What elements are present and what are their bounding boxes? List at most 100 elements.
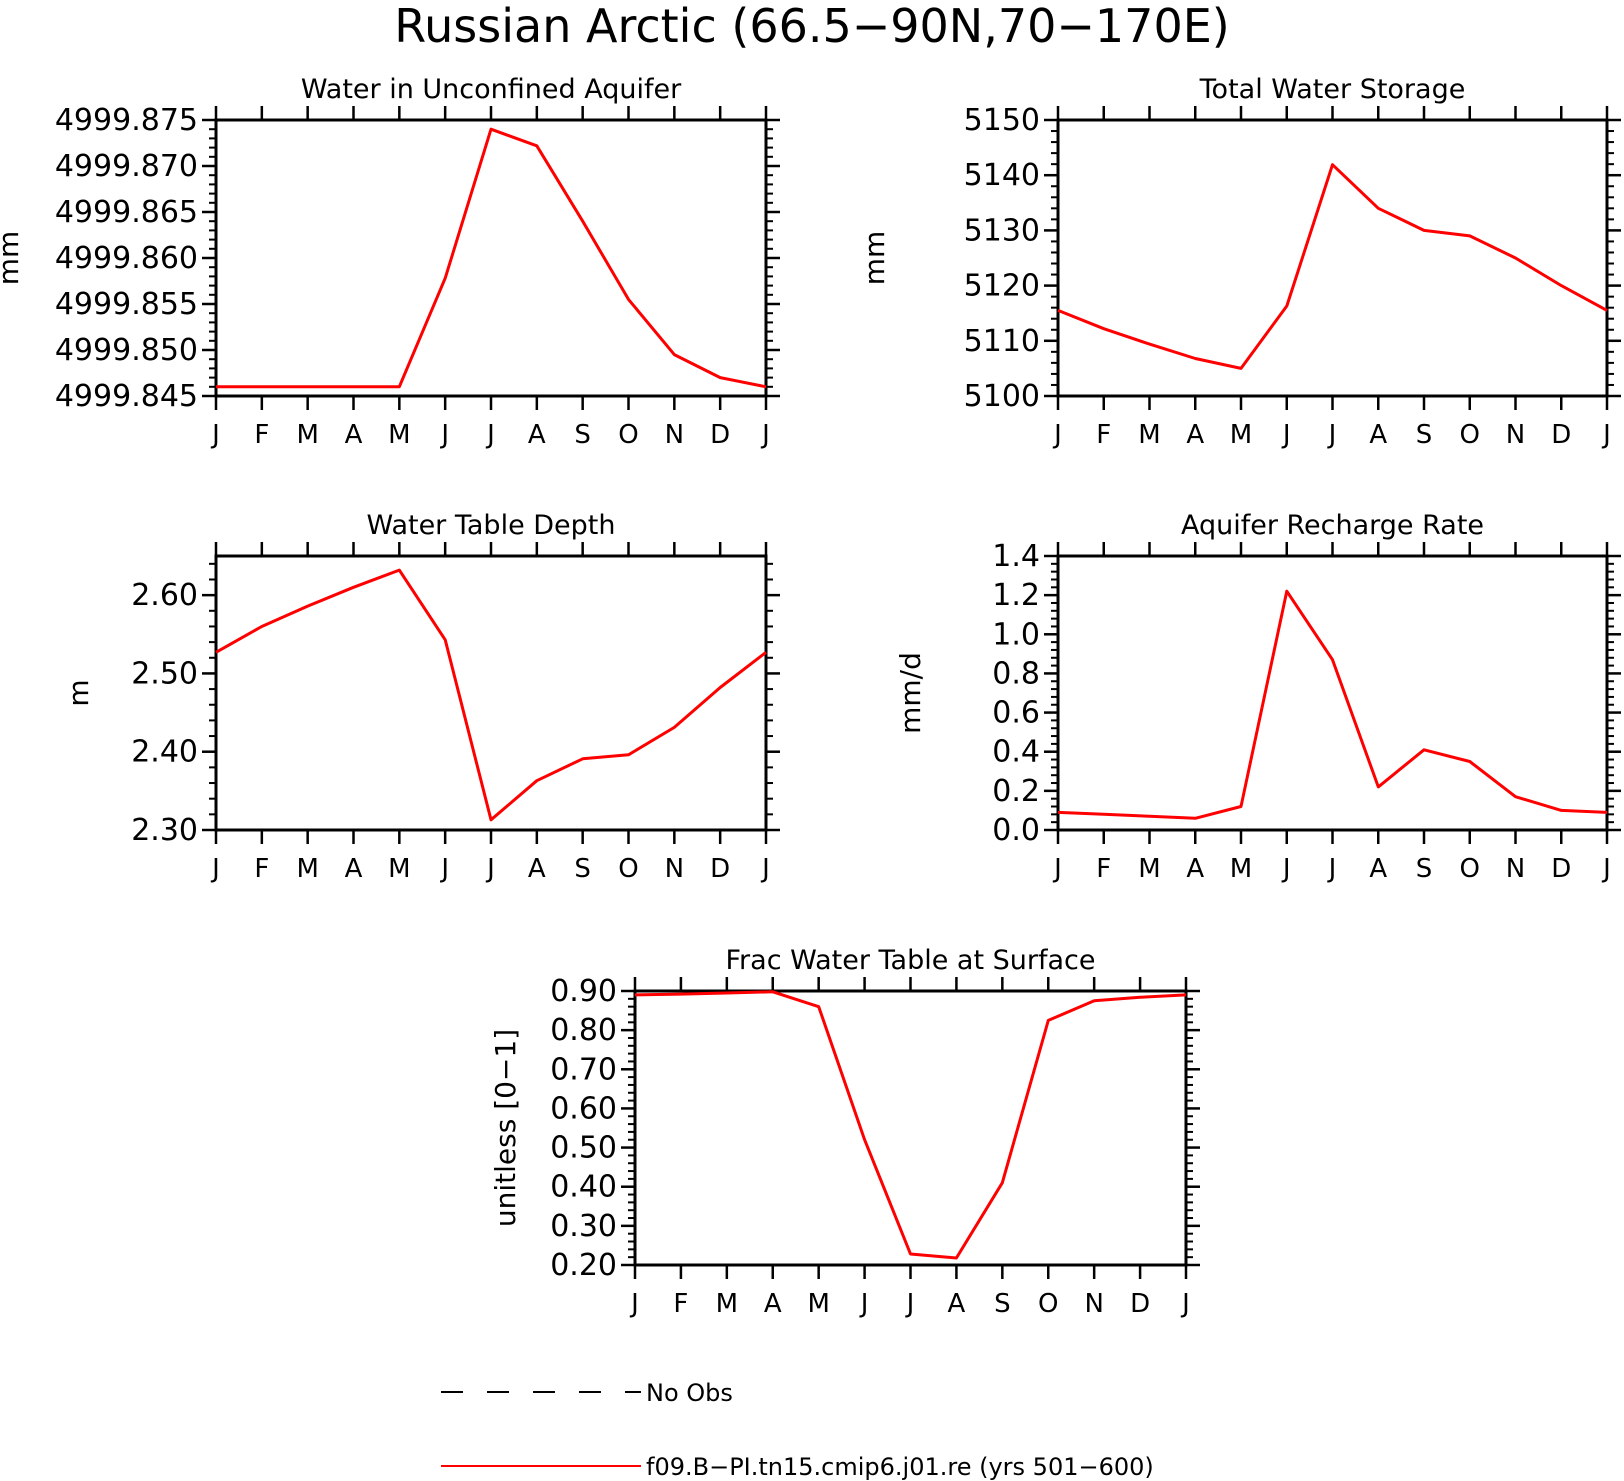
x-tick-label: J xyxy=(905,1289,915,1319)
y-tick-label: 0.80 xyxy=(550,1013,617,1048)
data-series-line xyxy=(1057,163,1608,370)
y-tick-label: 4999.855 xyxy=(55,287,198,322)
y-tick-label: 5140 xyxy=(964,158,1040,193)
y-tick-label: 5120 xyxy=(964,269,1040,304)
x-tick-label: J xyxy=(760,854,770,884)
x-tick-label: D xyxy=(1551,420,1571,450)
data-series-line xyxy=(634,990,1187,1260)
x-tick-label: O xyxy=(1460,420,1480,450)
y-tick-label: 0.70 xyxy=(550,1052,617,1087)
data-series-line xyxy=(1057,589,1608,820)
x-tick-label: J xyxy=(485,420,495,450)
x-tick-label: F xyxy=(1096,854,1111,884)
x-tick-label: A xyxy=(948,1289,966,1319)
x-tick-label: D xyxy=(710,854,730,884)
figure-title: Russian Arctic (66.5−90N,70−170E) xyxy=(394,0,1229,53)
x-tick-label: D xyxy=(1551,854,1571,884)
x-tick-label: J xyxy=(1327,854,1337,884)
x-tick-label: D xyxy=(1130,1289,1150,1319)
x-tick-label: O xyxy=(618,420,638,450)
y-tick-label: 0.60 xyxy=(550,1091,617,1126)
x-tick-label: J xyxy=(760,420,770,450)
y-tick-label: 4999.860 xyxy=(55,241,198,276)
data-series-line xyxy=(216,127,767,389)
x-tick-label: N xyxy=(665,420,684,450)
y-axis-label: mm/d xyxy=(894,652,927,734)
x-tick-label: J xyxy=(1281,854,1291,884)
x-tick-label: F xyxy=(1096,420,1111,450)
y-tick-label: 0.20 xyxy=(550,1248,617,1283)
x-tick-label: F xyxy=(673,1289,688,1319)
x-tick-label: A xyxy=(345,420,363,450)
y-axis-label: mm xyxy=(858,231,891,286)
y-tick-label: 0.8 xyxy=(992,656,1040,691)
panel-title: Aquifer Recharge Rate xyxy=(1181,510,1484,541)
x-tick-label: J xyxy=(1180,1289,1190,1319)
y-tick-label: 0.2 xyxy=(992,774,1040,809)
x-tick-label: N xyxy=(1506,420,1525,450)
y-tick-label: 2.30 xyxy=(131,813,198,848)
y-axis-label: unitless [0−1] xyxy=(489,1029,522,1227)
x-tick-label: J xyxy=(1601,854,1611,884)
x-tick-label: J xyxy=(1281,420,1291,450)
y-tick-label: 0.40 xyxy=(550,1170,617,1205)
x-tick-label: S xyxy=(574,854,591,884)
x-tick-label: M xyxy=(388,854,410,884)
x-tick-label: M xyxy=(296,854,318,884)
x-tick-label: S xyxy=(1416,854,1433,884)
x-tick-label: M xyxy=(296,420,318,450)
plot-frame xyxy=(214,554,768,832)
x-tick-label: N xyxy=(665,854,684,884)
plot-frame xyxy=(1056,118,1609,398)
x-tick-label: A xyxy=(345,854,363,884)
legend-label-no-obs: No Obs xyxy=(646,1379,733,1407)
y-tick-label: 1.4 xyxy=(992,539,1040,574)
y-tick-label: 2.60 xyxy=(131,578,198,613)
x-tick-label: O xyxy=(618,854,638,884)
x-tick-label: A xyxy=(1369,854,1387,884)
y-tick-label: 1.0 xyxy=(992,617,1040,652)
y-axis-label: m xyxy=(62,679,95,706)
panel-title: Total Water Storage xyxy=(1199,74,1466,105)
x-tick-label: F xyxy=(254,420,269,450)
x-tick-label: M xyxy=(716,1289,738,1319)
y-tick-label: 1.2 xyxy=(992,578,1040,613)
x-tick-label: J xyxy=(629,1289,639,1319)
y-tick-label: 4999.875 xyxy=(55,103,198,138)
y-tick-label: 0.6 xyxy=(992,696,1040,731)
y-tick-label: 0.90 xyxy=(550,974,617,1009)
y-tick-label: 4999.850 xyxy=(55,333,198,368)
x-tick-label: A xyxy=(1186,854,1204,884)
x-tick-label: J xyxy=(1327,420,1337,450)
y-tick-label: 5110 xyxy=(964,324,1040,359)
x-tick-label: M xyxy=(807,1289,829,1319)
x-tick-label: M xyxy=(1138,854,1160,884)
y-axis-label: mm xyxy=(0,231,25,286)
y-tick-label: 2.40 xyxy=(131,735,198,770)
x-tick-label: M xyxy=(1230,420,1252,450)
x-tick-label: M xyxy=(1138,420,1160,450)
legend-label-model-run: f09.B−PI.tn15.cmip6.j01.re (yrs 501−600) xyxy=(646,1453,1154,1481)
y-tick-label: 5130 xyxy=(964,213,1040,248)
x-tick-label: N xyxy=(1506,854,1525,884)
x-tick-label: O xyxy=(1038,1289,1058,1319)
y-tick-label: 4999.865 xyxy=(55,195,198,230)
panel-title: Water Table Depth xyxy=(366,510,615,541)
x-tick-label: N xyxy=(1084,1289,1103,1319)
y-tick-label: 0.50 xyxy=(550,1131,617,1166)
x-tick-label: O xyxy=(1460,854,1480,884)
x-tick-label: J xyxy=(485,854,495,884)
x-tick-label: J xyxy=(210,854,220,884)
x-tick-label: S xyxy=(994,1289,1011,1319)
x-tick-label: S xyxy=(1416,420,1433,450)
x-tick-label: F xyxy=(254,854,269,884)
plot-frame xyxy=(1056,554,1609,832)
x-tick-label: A xyxy=(528,420,546,450)
x-tick-label: A xyxy=(764,1289,782,1319)
